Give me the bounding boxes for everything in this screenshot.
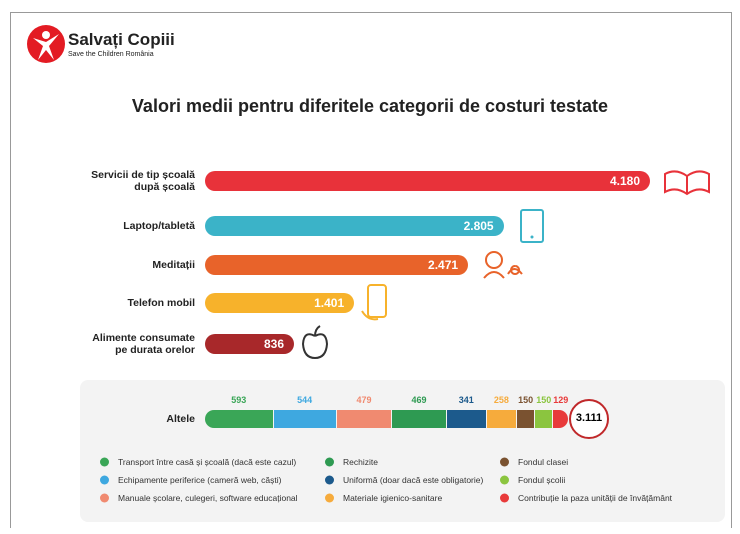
legend-swatch xyxy=(500,493,509,503)
bar xyxy=(205,334,294,354)
legend-swatch xyxy=(500,475,509,485)
segment-label: 150 xyxy=(536,395,552,405)
category-label: Servicii de tip școală după școală xyxy=(91,169,195,193)
legend-label: Contribuție la paza unității de învățămâ… xyxy=(518,493,673,503)
bar xyxy=(205,293,355,313)
value-label: 836 xyxy=(263,337,284,351)
value-label: 4.180 xyxy=(609,174,640,188)
category-label: Meditații xyxy=(152,259,195,271)
segment-label: 341 xyxy=(458,395,474,405)
legend-label: Manuale școlare, culegeri, software educ… xyxy=(118,493,298,503)
bar-segment xyxy=(336,410,392,428)
logo-tagline: Save the Children România xyxy=(68,51,154,58)
total-circle xyxy=(569,399,609,439)
icon-book xyxy=(664,170,710,196)
segment-label: 469 xyxy=(411,395,427,405)
bar xyxy=(205,216,504,236)
legend-label: Echipamente periferice (cameră web, cășt… xyxy=(118,475,282,485)
value-label: 2.805 xyxy=(463,219,494,233)
segment-label: 129 xyxy=(553,395,569,405)
bar-segment xyxy=(392,410,446,428)
legend-label: Rechizite xyxy=(343,457,378,467)
legend-swatch xyxy=(100,493,109,503)
legend-swatch xyxy=(325,457,334,467)
category-label: Alimente consumate pe durata orelor xyxy=(92,332,195,356)
category-label: Telefon mobil xyxy=(127,297,195,309)
chart-title: Valori medii pentru diferitele categorii… xyxy=(131,96,609,116)
logo-name: Salvați Copiii xyxy=(68,30,175,49)
icon-tutoring xyxy=(483,251,523,279)
segment-label: 258 xyxy=(493,395,509,405)
legend-label: Fondul școlii xyxy=(518,475,566,485)
others-panel xyxy=(80,380,725,522)
bar-segment xyxy=(205,410,273,428)
icon-tablet xyxy=(520,209,544,243)
total-label: 3.111 xyxy=(575,412,603,424)
bar xyxy=(205,255,469,275)
logo-icon xyxy=(27,25,65,63)
bar xyxy=(205,171,650,191)
bar-segment xyxy=(553,410,568,428)
icon-apple xyxy=(301,325,329,360)
legend-swatch xyxy=(100,457,109,467)
bar-segment xyxy=(486,410,517,428)
segment-label: 479 xyxy=(356,395,372,405)
frame xyxy=(10,12,732,528)
bar-segment xyxy=(517,410,535,428)
legend-label: Transport între casă și școală (dacă est… xyxy=(118,457,297,467)
legend-label: Uniformă (doar dacă este obligatorie) xyxy=(343,475,484,485)
value-label: 1.401 xyxy=(314,296,345,310)
legend-label: Fondul clasei xyxy=(518,457,569,467)
legend-label: Materiale igienico-sanitare xyxy=(343,493,443,503)
category-label: Altele xyxy=(166,413,195,425)
legend-swatch xyxy=(500,457,509,467)
segment-label: 544 xyxy=(297,395,313,405)
legend-swatch xyxy=(100,475,109,485)
value-label: 2.471 xyxy=(428,258,459,272)
segment-label: 150 xyxy=(518,395,534,405)
legend-swatch xyxy=(325,475,334,485)
legend-swatch xyxy=(325,493,334,503)
bar-segment xyxy=(273,410,336,428)
icon-phone xyxy=(361,284,387,321)
bar-segment xyxy=(535,410,553,428)
bar-segment xyxy=(446,410,486,428)
category-label: Laptop/tabletă xyxy=(123,220,195,232)
segment-label: 593 xyxy=(231,395,247,405)
